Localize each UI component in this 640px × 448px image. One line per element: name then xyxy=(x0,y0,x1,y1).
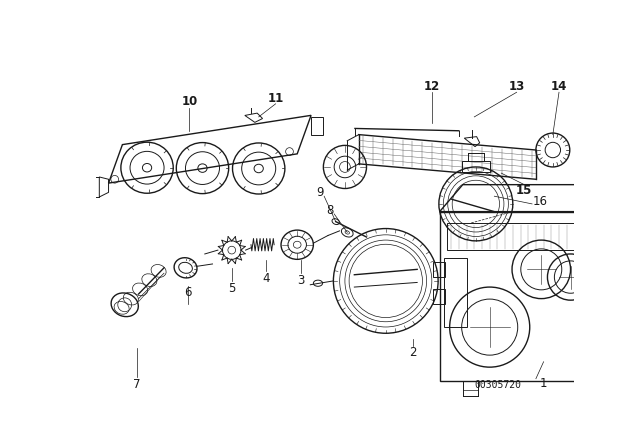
Text: 00305720: 00305720 xyxy=(474,380,521,390)
Text: 11: 11 xyxy=(268,92,284,105)
Text: 1: 1 xyxy=(540,377,547,390)
Text: 13: 13 xyxy=(509,80,525,93)
Text: 16: 16 xyxy=(533,195,548,208)
Text: 10: 10 xyxy=(181,95,198,108)
Text: 12: 12 xyxy=(424,80,440,93)
Bar xyxy=(462,161,490,172)
Text: 4: 4 xyxy=(262,272,270,285)
Bar xyxy=(433,262,445,277)
Text: 14: 14 xyxy=(551,80,567,93)
Bar xyxy=(444,258,467,327)
Bar xyxy=(447,223,579,250)
Text: 8: 8 xyxy=(326,204,333,217)
Text: 2: 2 xyxy=(409,346,417,359)
Bar xyxy=(433,289,445,304)
Text: 15: 15 xyxy=(516,184,532,197)
Text: 7: 7 xyxy=(133,379,141,392)
Text: 6: 6 xyxy=(184,286,191,299)
Text: 9: 9 xyxy=(317,186,324,199)
Text: 5: 5 xyxy=(228,282,236,295)
Bar xyxy=(440,211,586,381)
Text: 3: 3 xyxy=(298,275,305,288)
